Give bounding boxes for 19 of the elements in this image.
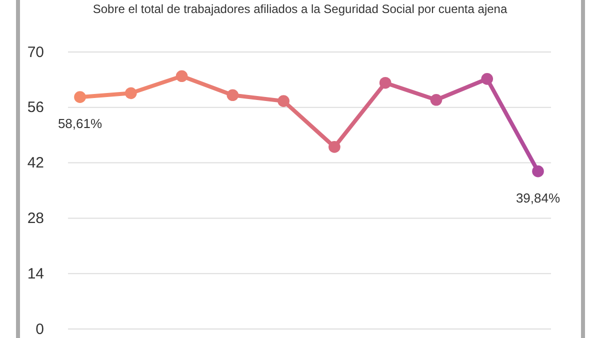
- point: [74, 91, 86, 103]
- data-label: 39,84%: [516, 190, 560, 206]
- y-tick-label: 56: [27, 99, 44, 116]
- y-tick-label: 14: [27, 265, 44, 282]
- point: [532, 165, 544, 178]
- point: [176, 70, 188, 82]
- point: [226, 89, 239, 102]
- point: [379, 76, 392, 89]
- point: [278, 95, 290, 107]
- data-label: 58,61%: [58, 116, 102, 132]
- point: [430, 94, 442, 106]
- point: [328, 141, 340, 153]
- y-tick-label: 70: [27, 44, 44, 61]
- chart-subtitle: Sobre el total de trabajadores afiliados a la Seguridad Social por cuenta ajena: [92, 2, 508, 16]
- y-tick-label: 0: [36, 320, 44, 338]
- y-tick-label: 42: [27, 154, 44, 172]
- y-tick-label: 28: [27, 210, 44, 227]
- point: [481, 73, 494, 85]
- point: [124, 87, 137, 100]
